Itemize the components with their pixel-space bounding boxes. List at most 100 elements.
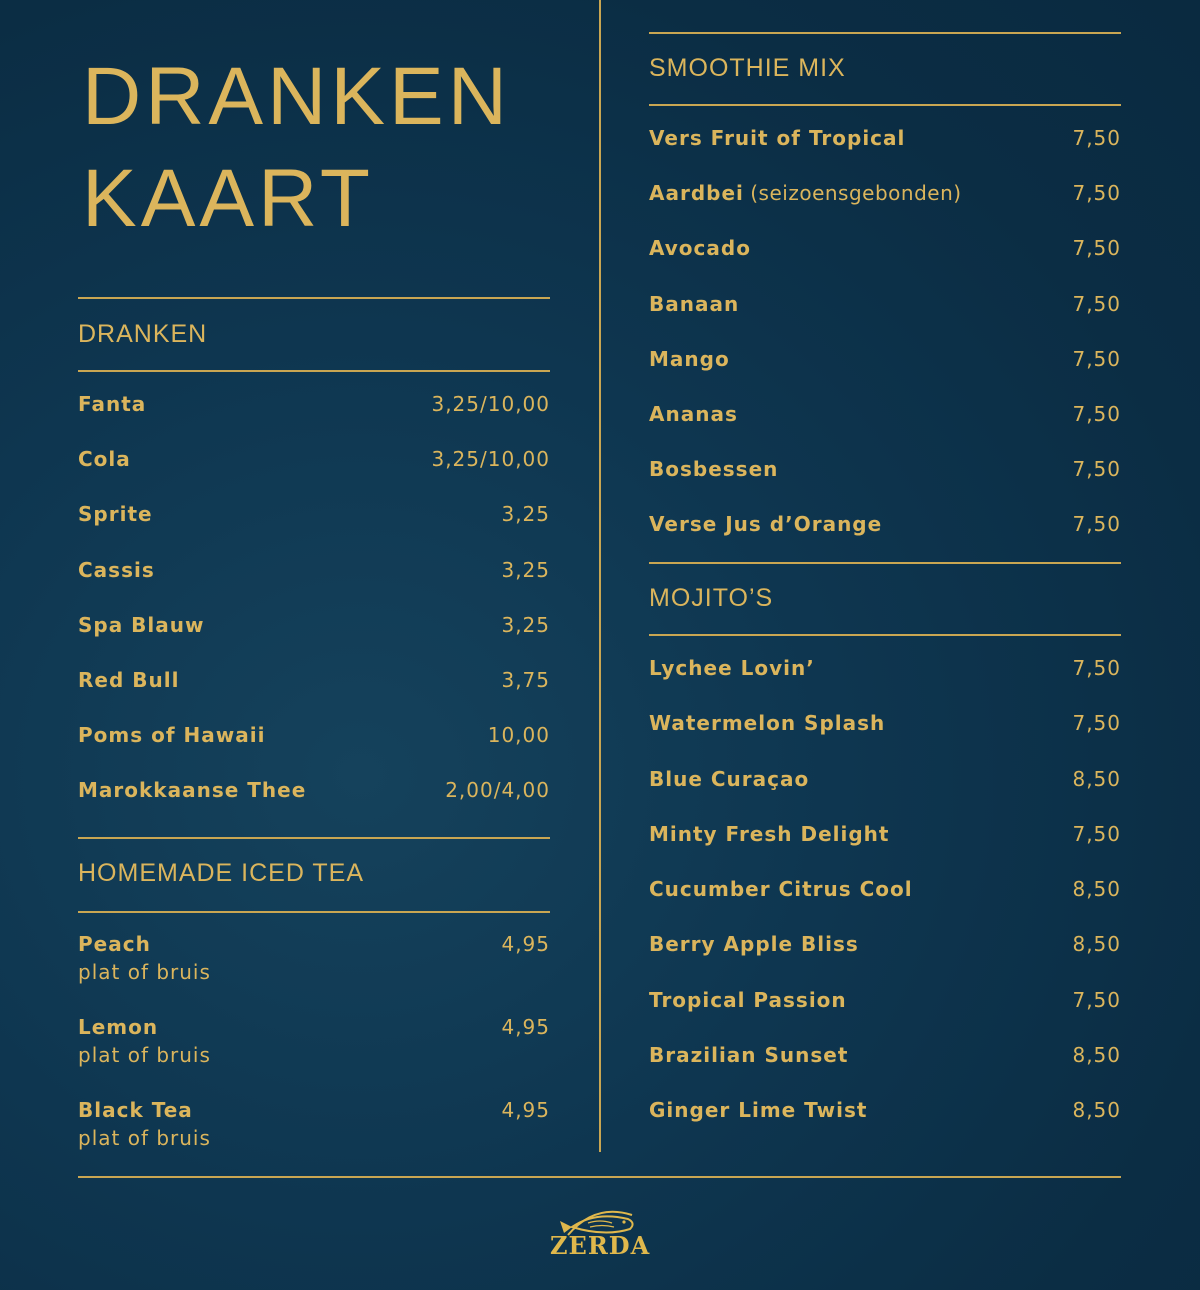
- item-name: Sprite: [78, 500, 153, 528]
- section-heading-dranken: DRANKEN: [78, 320, 208, 348]
- item-price: 4,95: [501, 1098, 550, 1122]
- menu-item: Berry Apple Bliss 8,50: [649, 930, 1121, 958]
- item-name-text: Cola: [78, 447, 131, 472]
- item-price: 7,50: [1072, 346, 1121, 371]
- item-name-text: Cassis: [78, 557, 155, 582]
- menu-item: Lemon 4,95: [78, 1013, 550, 1041]
- item-name: Berry Apple Bliss: [649, 930, 859, 958]
- item-price: 3,75: [501, 668, 550, 692]
- item-subtitle: plat of bruis: [78, 1126, 211, 1150]
- item-name: Brazilian Sunset: [649, 1041, 848, 1069]
- item-name: Red Bull: [78, 666, 179, 694]
- item-name: Banaan: [649, 290, 739, 318]
- fish-icon: [560, 1210, 634, 1236]
- item-price: 3,25: [501, 557, 550, 582]
- item-name-text: Verse Jus d’Orange: [649, 512, 883, 537]
- menu-title-line1: DRANKEN: [82, 51, 511, 142]
- menu-item: Sprite 3,25: [78, 500, 550, 528]
- menu-item: Mango 7,50: [649, 345, 1121, 373]
- item-price: 7,50: [1072, 987, 1121, 1012]
- footer-divider: [78, 1176, 1121, 1178]
- divider: [649, 562, 1121, 564]
- menu-item: Tropical Passion 7,50: [649, 986, 1121, 1014]
- item-name: Verse Jus d’Orange: [649, 510, 882, 538]
- item-name-text: Black Tea: [78, 1098, 193, 1122]
- item-price: 7,50: [1072, 236, 1121, 261]
- item-name: Tropical Passion: [649, 986, 847, 1014]
- menu-item: Avocado 7,50: [649, 234, 1121, 262]
- item-price: 3,25: [501, 502, 550, 527]
- item-subtitle: plat of bruis: [78, 1043, 211, 1067]
- item-name-text: Vers Fruit of Tropical: [649, 126, 906, 150]
- item-price: 7,50: [1072, 656, 1121, 680]
- menu-item: Fanta 3,25/10,00: [78, 390, 550, 418]
- divider: [78, 297, 550, 299]
- menu-item: Blue Curaçao 8,50: [649, 765, 1121, 793]
- divider: [649, 104, 1121, 106]
- menu-item: Spa Blauw 3,25: [78, 611, 550, 639]
- menu-item: Cucumber Citrus Cool 8,50: [649, 875, 1121, 903]
- item-name-text: Peach: [78, 932, 151, 956]
- item-price: 4,95: [501, 932, 550, 956]
- menu-item: Aardbei (seizoensgebonden) 7,50: [649, 179, 1121, 207]
- item-name: Avocado: [649, 234, 751, 262]
- menu-item: Black Tea 4,95: [78, 1096, 550, 1124]
- menu-item: Marokkaanse Thee 2,00/4,00: [78, 776, 550, 804]
- menu-item: Banaan 7,50: [649, 290, 1121, 318]
- item-name: Poms of Hawaii: [78, 721, 265, 749]
- item-name: Black Tea: [78, 1096, 193, 1124]
- menu-title-line2: KAART: [82, 153, 374, 244]
- menu-item: Cassis 3,25: [78, 556, 550, 584]
- item-name-text: Lychee Lovin’: [649, 656, 815, 680]
- item-name: Cucumber Citrus Cool: [649, 875, 913, 903]
- item-name: Peach: [78, 930, 151, 958]
- item-price: 7,50: [1072, 126, 1121, 150]
- menu-item: Red Bull 3,75: [78, 666, 550, 694]
- item-name-text: Spa Blauw: [78, 612, 205, 637]
- item-price: 7,50: [1072, 291, 1121, 316]
- menu-item: Watermelon Splash 7,50: [649, 709, 1121, 737]
- menu-item: Minty Fresh Delight 7,50: [649, 820, 1121, 848]
- item-price: 3,25/10,00: [431, 447, 550, 472]
- item-name-text: Aardbei: [649, 181, 744, 206]
- item-price: 7,50: [1072, 457, 1121, 482]
- item-name-text: Ananas: [649, 402, 738, 426]
- divider: [649, 634, 1121, 636]
- item-price: 2,00/4,00: [445, 778, 550, 803]
- column-divider: [599, 0, 601, 1152]
- item-price: 4,95: [501, 1015, 550, 1039]
- item-name: Fanta: [78, 390, 146, 418]
- item-name-text: Fanta: [78, 392, 147, 416]
- item-name-text: Tropical Passion: [649, 987, 847, 1012]
- item-price: 7,50: [1072, 402, 1121, 426]
- item-name-text: Sprite: [78, 502, 153, 527]
- item-name: Aardbei (seizoensgebonden): [649, 179, 962, 207]
- item-name: Lychee Lovin’: [649, 654, 815, 682]
- item-name: Cola: [78, 445, 131, 473]
- item-name: Watermelon Splash: [649, 709, 885, 737]
- menu-item: Vers Fruit of Tropical 7,50: [649, 124, 1121, 152]
- item-name: Mango: [649, 345, 730, 373]
- section-heading-iced-tea: HOMEMADE ICED TEA: [78, 859, 365, 887]
- item-name: Marokkaanse Thee: [78, 776, 306, 804]
- item-name-text: Lemon: [78, 1015, 159, 1039]
- divider: [78, 370, 550, 372]
- item-price: 7,50: [1072, 181, 1121, 206]
- item-price: 8,50: [1072, 932, 1121, 957]
- item-name-text: Minty Fresh Delight: [649, 821, 890, 846]
- item-price: 7,50: [1072, 512, 1121, 537]
- item-price: 3,25: [501, 612, 550, 637]
- menu-item: Ananas 7,50: [649, 400, 1121, 428]
- menu-item: Bosbessen 7,50: [649, 455, 1121, 483]
- item-name: Vers Fruit of Tropical: [649, 124, 905, 152]
- item-note: (seizoensgebonden): [750, 181, 962, 206]
- zerda-logo: ZERDA: [550, 1205, 650, 1265]
- item-name-text: Berry Apple Bliss: [649, 932, 859, 957]
- divider: [78, 837, 550, 839]
- item-name: Cassis: [78, 556, 155, 584]
- item-name-text: Banaan: [649, 291, 740, 316]
- item-price: 8,50: [1072, 1098, 1121, 1122]
- item-name: Spa Blauw: [78, 611, 205, 639]
- item-name: Bosbessen: [649, 455, 778, 483]
- logo-text: ZERDA: [550, 1231, 651, 1260]
